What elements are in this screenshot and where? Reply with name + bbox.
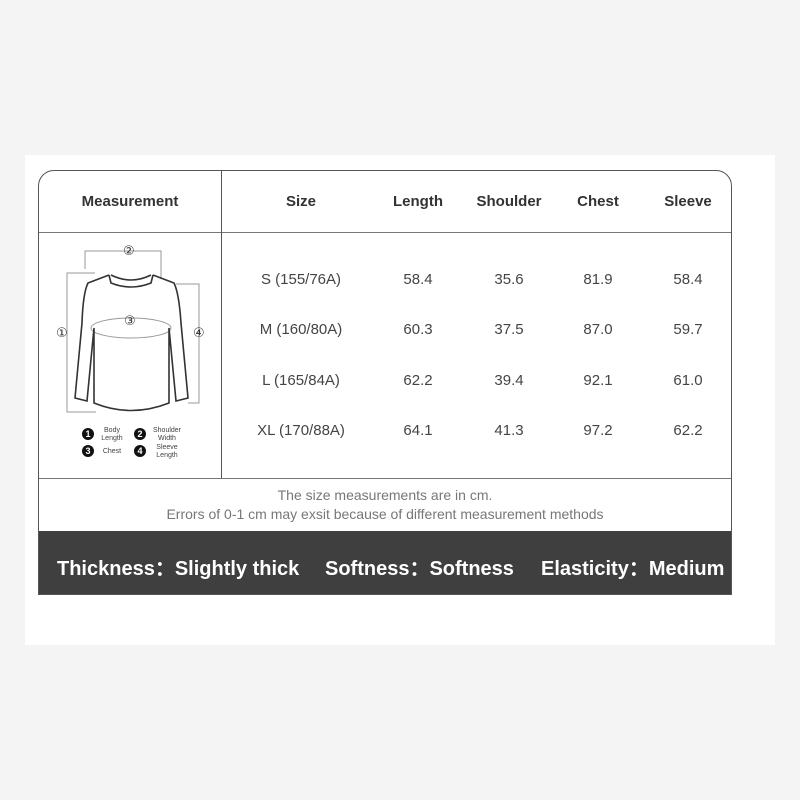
legend-dot-2: 2: [134, 428, 146, 440]
header-sleeve: Sleeve: [664, 193, 712, 210]
chest-cell: 97.2: [583, 422, 613, 439]
column-divider: [221, 171, 222, 478]
header-shoulder: Shoulder: [476, 193, 542, 210]
note-errors: Errors of 0-1 cm may exsit because of di…: [166, 506, 604, 522]
legend-dot-1: 1: [82, 428, 94, 440]
shoulder-cell: 41.3: [494, 422, 524, 439]
marker-3: ③: [124, 314, 136, 329]
legend-label-1: Body Length: [101, 427, 123, 442]
sleeve-cell: 62.2: [673, 422, 703, 439]
legend-label-4: Sleeve Length: [156, 444, 178, 459]
marker-4: ④: [193, 326, 205, 341]
shirt-diagram: ② ① ③ ④: [56, 244, 205, 413]
size-chart-table: Measurement Size Length Shoulder Chest S…: [38, 170, 732, 595]
legend-dot-4: 4: [134, 445, 146, 457]
marker-1: ①: [56, 326, 68, 341]
table-header: Measurement Size Length Shoulder Chest S…: [39, 171, 731, 233]
sleeve-cell: 61.0: [673, 372, 703, 389]
size-cell: XL (170/88A): [257, 422, 345, 439]
chest-cell: 81.9: [583, 271, 613, 288]
chest-cell: 87.0: [583, 321, 613, 338]
shoulder-cell: 39.4: [494, 372, 524, 389]
legend-label-2: Shoulder Width: [152, 427, 182, 442]
shoulder-cell: 35.6: [494, 271, 524, 288]
sleeve-cell: 58.4: [673, 271, 703, 288]
marker-2: ②: [123, 244, 135, 259]
shoulder-cell: 37.5: [494, 321, 524, 338]
length-cell: 58.4: [403, 271, 433, 288]
elasticity-attribute: Elasticity：Medium: [541, 558, 725, 580]
size-cell: L (165/84A): [262, 372, 340, 389]
sleeve-cell: 59.7: [673, 321, 703, 338]
length-cell: 64.1: [403, 422, 433, 439]
thickness-attribute: Thickness：Slightly thick: [57, 558, 300, 580]
header-chest: Chest: [577, 193, 619, 210]
softness-attribute: Softness：Softness: [325, 558, 514, 580]
header-length: Length: [393, 193, 443, 210]
size-cell: S (155/76A): [260, 271, 342, 288]
legend-dot-3: 3: [82, 445, 94, 457]
length-cell: 62.2: [403, 372, 433, 389]
row-divider: [39, 478, 731, 479]
header-measurement: Measurement: [81, 193, 179, 210]
note-units: The size measurements are in cm.: [277, 487, 493, 503]
size-cell: M (160/80A): [259, 321, 343, 338]
legend-label-3: Chest: [102, 448, 122, 455]
length-cell: 60.3: [403, 321, 433, 338]
attributes-band: Thickness：Slightly thick Softness：Softne…: [39, 531, 731, 594]
header-size: Size: [285, 193, 317, 210]
chest-cell: 92.1: [583, 372, 613, 389]
